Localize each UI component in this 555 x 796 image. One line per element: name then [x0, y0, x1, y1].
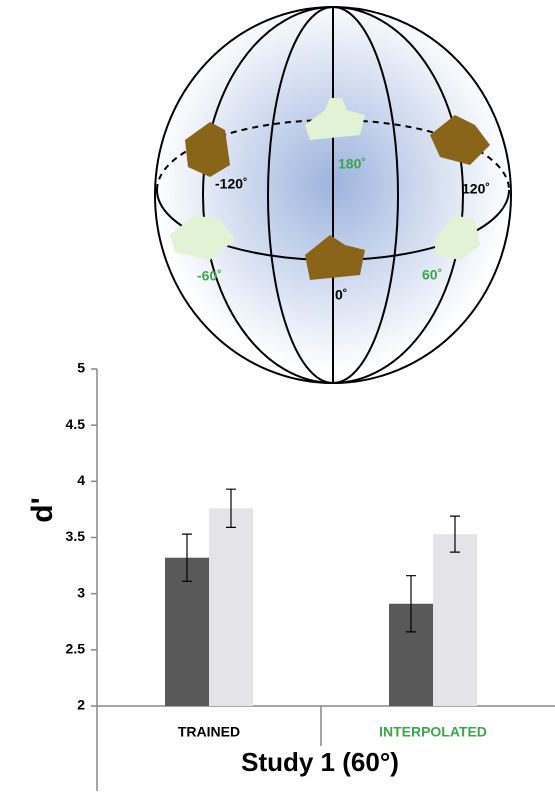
- x-tick-label: TRAINED: [178, 724, 240, 740]
- y-tick-label: 5: [77, 360, 85, 376]
- bar: [209, 508, 253, 706]
- y-tick-label: 4: [77, 472, 85, 488]
- objects: [170, 98, 490, 280]
- y-tick-label: 4.5: [66, 416, 86, 432]
- angle-label: -60˚: [197, 268, 222, 284]
- y-tick-label: 2.5: [66, 641, 86, 657]
- error-bar: [450, 515, 460, 553]
- angle-label: -120˚: [215, 176, 248, 192]
- y-axis-title: d': [26, 497, 59, 522]
- angle-label: 60˚: [422, 267, 442, 283]
- angle-label: 120˚: [462, 181, 490, 197]
- bar: [165, 557, 209, 706]
- error-bar: [182, 533, 192, 582]
- x-axis-title: Study 1 (60°): [241, 747, 399, 777]
- angle-label: 180˚: [338, 156, 366, 172]
- x-tick-label: INTERPOLATED: [379, 724, 487, 740]
- y-tick-label: 2: [77, 697, 85, 713]
- angle-label: 0˚: [335, 287, 347, 303]
- sphere: [154, 6, 512, 384]
- y-tick-label: 3: [77, 584, 85, 600]
- error-bar: [406, 575, 416, 633]
- error-bar: [226, 488, 236, 528]
- bar: [433, 534, 477, 706]
- y-tick-label: 3.5: [66, 528, 86, 544]
